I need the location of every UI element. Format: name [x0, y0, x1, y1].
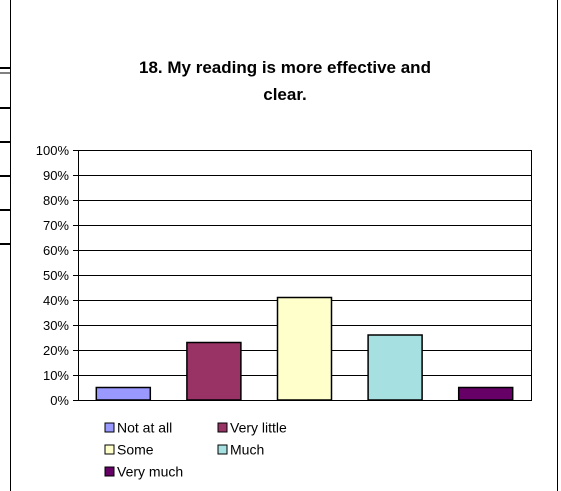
bar-very-much: [457, 386, 514, 401]
legend-swatch-much: [217, 444, 228, 455]
y-tick-label: 10%: [43, 368, 69, 383]
legend-label-very-little: Very little: [230, 420, 287, 436]
y-tick-label: 60%: [43, 243, 69, 258]
legend-label-much: Much: [230, 442, 264, 458]
y-tick-label: 70%: [43, 218, 69, 233]
y-tick-label: 0%: [50, 393, 69, 408]
legend-swatch-some: [104, 444, 115, 455]
legend-swatch-very-much: [104, 466, 115, 477]
legend-label-some: Some: [117, 442, 154, 458]
bar-some: [276, 296, 333, 401]
chart-title-line-1: 18. My reading is more effective and: [139, 58, 431, 77]
y-tick-label: 40%: [43, 293, 69, 308]
legend: Not at all Very little Some Much Very much: [104, 420, 287, 480]
bars: [95, 296, 514, 401]
y-tick-label: 30%: [43, 318, 69, 333]
y-tick-label: 80%: [43, 193, 69, 208]
bar-very-little: [186, 341, 242, 401]
y-tick-label: 90%: [43, 168, 69, 183]
legend-swatch-very-little: [217, 422, 228, 433]
bar-much: [367, 334, 423, 401]
y-tick-label: 20%: [43, 343, 69, 358]
legend-label-very-much: Very much: [117, 464, 183, 480]
bar-not-at-all: [95, 386, 152, 401]
y-axis: 0% 10% 20% 30% 40% 50% 60% 70% 80% 90% 100%: [36, 143, 78, 408]
legend-label-not-at-all: Not at all: [117, 420, 172, 436]
y-tick-label: 50%: [43, 268, 69, 283]
legend-swatch-not-at-all: [104, 422, 115, 433]
chart-title-line-2: clear.: [263, 85, 307, 104]
y-tick-label: 100%: [36, 143, 70, 158]
